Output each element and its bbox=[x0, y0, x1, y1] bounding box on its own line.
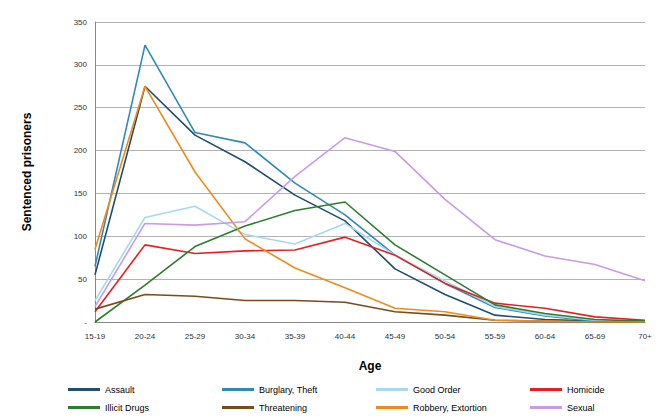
svg-text:20-24: 20-24 bbox=[135, 332, 156, 341]
svg-text:350: 350 bbox=[74, 18, 88, 27]
svg-text:35-39: 35-39 bbox=[285, 332, 306, 341]
svg-text:Robbery, Extortion: Robbery, Extortion bbox=[413, 403, 487, 413]
svg-text:Assault: Assault bbox=[105, 385, 135, 395]
svg-text:25-29: 25-29 bbox=[185, 332, 206, 341]
svg-text:55-59: 55-59 bbox=[485, 332, 506, 341]
svg-text:150: 150 bbox=[74, 189, 88, 198]
svg-text:60-64: 60-64 bbox=[535, 332, 556, 341]
svg-text:45-49: 45-49 bbox=[385, 332, 406, 341]
svg-text:Threatening: Threatening bbox=[259, 403, 307, 413]
svg-text:200: 200 bbox=[74, 146, 88, 155]
svg-text:100: 100 bbox=[74, 232, 88, 241]
svg-text:65-69: 65-69 bbox=[585, 332, 606, 341]
svg-text:50-54: 50-54 bbox=[435, 332, 456, 341]
svg-text:30-34: 30-34 bbox=[235, 332, 256, 341]
svg-text:-: - bbox=[84, 318, 87, 327]
svg-text:Sexual: Sexual bbox=[567, 403, 595, 413]
svg-text:Age: Age bbox=[359, 359, 382, 373]
svg-text:Burglary, Theft: Burglary, Theft bbox=[259, 385, 318, 395]
svg-text:300: 300 bbox=[74, 60, 88, 69]
svg-text:Good Order: Good Order bbox=[413, 385, 461, 395]
svg-text:Homicide: Homicide bbox=[567, 385, 605, 395]
svg-text:250: 250 bbox=[74, 103, 88, 112]
svg-text:Sentenced prisoners: Sentenced prisoners bbox=[20, 112, 34, 231]
svg-text:70+: 70+ bbox=[638, 332, 652, 341]
svg-text:50: 50 bbox=[78, 275, 87, 284]
svg-text:Illicit Drugs: Illicit Drugs bbox=[105, 403, 150, 413]
svg-text:15-19: 15-19 bbox=[85, 332, 106, 341]
svg-text:40-44: 40-44 bbox=[335, 332, 356, 341]
